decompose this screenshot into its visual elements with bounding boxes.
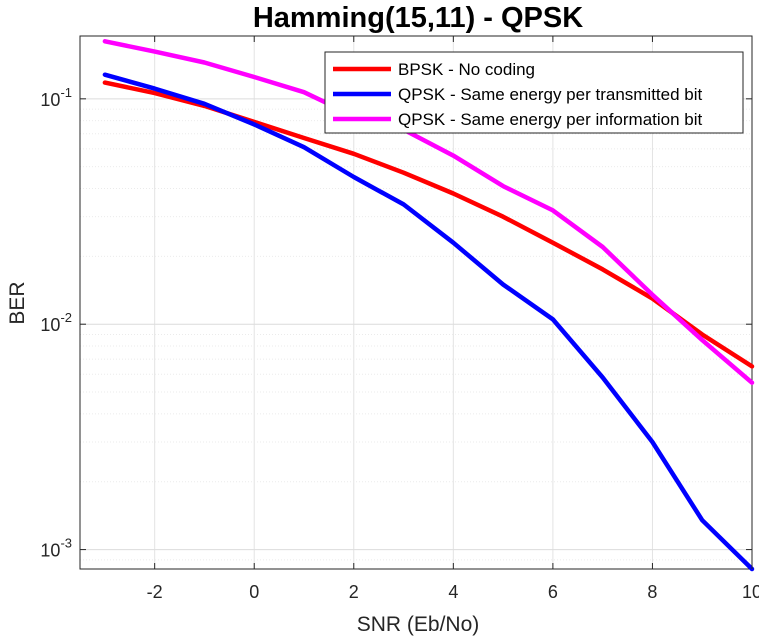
x-tick-label: 0 (249, 582, 259, 602)
chart-title: Hamming(15,11) - QPSK (253, 2, 583, 34)
x-tick-label: 6 (548, 582, 558, 602)
y-tick-label: 10-3 (40, 536, 72, 561)
axis-ticks: -2 0 2 4 6 8 10 10-1 10-2 10-3 (40, 36, 759, 602)
x-axis-label: SNR (Eb/No) (357, 613, 480, 636)
x-tick-label: 8 (647, 582, 657, 602)
series-line-3 (102, 39, 755, 385)
y-tick-label: 10-2 (40, 310, 72, 335)
legend-entry-label: BPSK - No coding (398, 60, 535, 79)
x-tick-label: 10 (742, 582, 759, 602)
plot-area (79, 35, 753, 570)
legend-entry-label: QPSK - Same energy per transmitted bit (398, 85, 703, 104)
series-line-2 (102, 72, 755, 572)
legend: BPSK - No coding QPSK - Same energy per t… (324, 51, 744, 134)
x-tick-label: -2 (147, 582, 163, 602)
legend-box (324, 51, 744, 134)
legend-entry-label: QPSK - Same energy per information bit (398, 110, 703, 129)
y-axis-label: BER (6, 281, 29, 324)
x-tick-label: 2 (349, 582, 359, 602)
y-tick-label: 10-1 (40, 85, 72, 110)
x-tick-label: 4 (448, 582, 458, 602)
series-lines (102, 39, 755, 572)
